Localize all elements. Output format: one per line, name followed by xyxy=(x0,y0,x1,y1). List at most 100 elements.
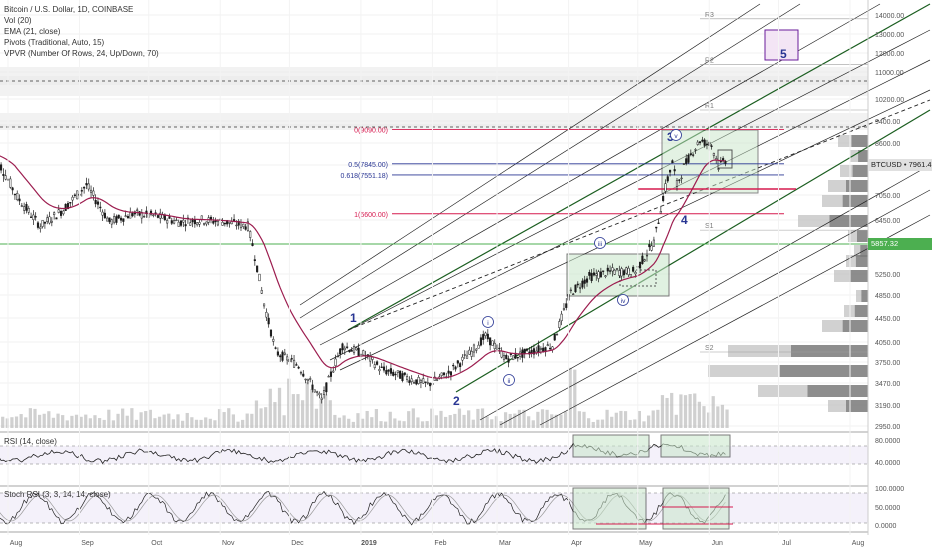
fib-label: 0(9090.00) xyxy=(354,128,388,135)
wave-label: 4 xyxy=(681,213,688,227)
candle-body xyxy=(143,215,146,218)
candle xyxy=(327,374,330,378)
volume-bar xyxy=(550,414,554,428)
candle-body xyxy=(613,269,616,275)
candle-body xyxy=(355,347,358,351)
candle xyxy=(253,255,256,266)
candle-body xyxy=(48,216,51,224)
volume-bar xyxy=(522,409,526,428)
volume-indicator-label[interactable]: Vol (20) xyxy=(4,16,32,25)
candle-body xyxy=(696,141,699,145)
candle-body xyxy=(327,376,330,378)
volume-bar xyxy=(476,408,480,428)
candle xyxy=(484,331,487,339)
symbol-title[interactable]: Bitcoin / U.S. Dollar, 1D, COINBASE xyxy=(4,5,134,14)
volume-profile-row-down xyxy=(807,385,868,397)
candle xyxy=(590,269,593,284)
volume-bar xyxy=(610,416,614,428)
volume-bar xyxy=(402,421,406,428)
candle-body xyxy=(297,366,300,369)
volume-bar xyxy=(74,414,79,428)
wave-label: i xyxy=(487,320,488,327)
volume-bar xyxy=(563,411,568,428)
volume-bar xyxy=(342,415,346,428)
candle xyxy=(553,333,556,341)
candle xyxy=(276,347,279,358)
volume-bar xyxy=(250,413,254,428)
candle-body xyxy=(83,186,86,189)
candle xyxy=(512,355,515,361)
ema-indicator-label[interactable]: EMA (21, close) xyxy=(4,27,61,36)
volume-bars xyxy=(1,367,729,428)
candle-body xyxy=(103,212,106,219)
candle xyxy=(424,381,427,388)
volume-profile-row-down xyxy=(829,215,868,227)
volume-bar xyxy=(28,408,32,428)
pivots-indicator-label[interactable]: Pivots (Traditional, Auto, 15) xyxy=(4,38,105,47)
candle xyxy=(13,193,16,200)
candle-body xyxy=(634,272,637,275)
volume-bar xyxy=(642,421,646,428)
vpvr-indicator-label[interactable]: VPVR (Number Of Rows, 24, Up/Down, 70) xyxy=(4,49,159,58)
candle-body xyxy=(493,342,496,350)
candle-body xyxy=(447,370,450,374)
volume-bar xyxy=(360,418,365,428)
candle-body xyxy=(329,371,333,377)
volume-bar xyxy=(388,411,392,428)
candle xyxy=(549,343,552,351)
candle xyxy=(516,356,519,362)
volume-profile xyxy=(708,135,868,412)
candle xyxy=(41,220,44,229)
stoch-rsi-pane-label[interactable]: Stoch RSI (3, 3, 14, 14, close) xyxy=(4,490,111,499)
candle-body xyxy=(650,245,653,251)
candle xyxy=(334,354,337,371)
rsi-pane-label[interactable]: RSI (14, close) xyxy=(4,437,57,446)
candle-body xyxy=(542,347,545,352)
volume-bar xyxy=(656,409,660,428)
candle xyxy=(25,201,28,214)
volume-bar xyxy=(517,409,522,428)
candle xyxy=(655,226,658,233)
volume-bar xyxy=(139,412,143,428)
volume-bar xyxy=(605,409,609,428)
candle-body xyxy=(16,192,19,201)
candle-body xyxy=(126,216,130,219)
candle xyxy=(489,337,492,351)
candle xyxy=(664,179,667,194)
candle-body xyxy=(216,221,219,226)
candle-body xyxy=(55,217,58,220)
candle xyxy=(394,371,397,381)
candle-body xyxy=(581,280,584,288)
volume-bar xyxy=(462,414,466,428)
volume-bar xyxy=(176,414,180,428)
channel-line xyxy=(319,29,931,346)
time-tick-label: Aug xyxy=(852,540,865,547)
trend-channel-lines[interactable] xyxy=(299,3,931,426)
candle xyxy=(48,211,51,225)
price-tick-label: 3750.00 xyxy=(875,360,900,367)
candle-body xyxy=(85,183,88,186)
volume-bar xyxy=(711,396,715,428)
rsi-band xyxy=(0,446,868,464)
candle-body xyxy=(184,224,187,227)
candle xyxy=(57,204,60,214)
candle xyxy=(724,159,727,167)
candle-body xyxy=(500,351,503,358)
volume-bar xyxy=(287,378,291,428)
volume-bar xyxy=(111,420,116,428)
fib-and-pivot-levels[interactable]: 0(9090.00) 0.5(7845.00) 0.618(7551.18) 1(66… xyxy=(0,12,868,353)
candle xyxy=(507,355,510,368)
candle xyxy=(110,218,113,229)
volume-bar xyxy=(531,420,535,428)
volume-bar xyxy=(559,414,563,428)
candle xyxy=(555,332,559,336)
candle-body xyxy=(20,205,23,207)
candle-body xyxy=(537,345,540,353)
candle-body xyxy=(652,239,655,247)
volume-bar xyxy=(587,418,591,428)
candle xyxy=(687,153,690,164)
candle xyxy=(509,353,512,358)
candle-body xyxy=(357,347,360,357)
candle xyxy=(609,265,612,275)
